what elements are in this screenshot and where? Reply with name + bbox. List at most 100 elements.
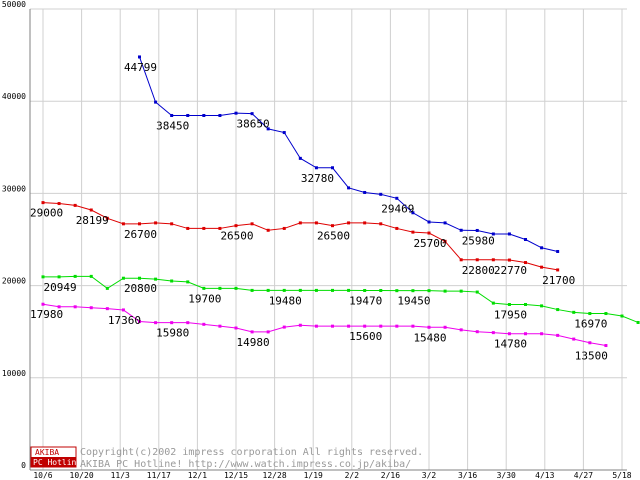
data-point [363, 190, 367, 194]
data-point [459, 289, 463, 293]
data-label: 20800 [124, 282, 157, 295]
data-point [588, 341, 592, 345]
data-point [170, 279, 174, 283]
data-point [170, 222, 174, 226]
data-label: 20949 [44, 281, 77, 294]
data-point [154, 321, 158, 325]
data-label: 19470 [349, 294, 382, 307]
site-url-text: AKIBA PC Hotline! http://www.watch.impre… [80, 459, 411, 470]
data-point [57, 305, 61, 309]
data-point [41, 302, 45, 306]
data-point [604, 344, 608, 348]
series-line [42, 303, 607, 347]
data-point [395, 226, 399, 230]
data-point [475, 258, 479, 262]
data-point [395, 196, 399, 200]
y-tick-label: 10000 [2, 369, 26, 378]
data-point [604, 312, 608, 316]
data-label: 17360 [108, 314, 141, 327]
x-tick-label: 10/20 [70, 471, 94, 480]
data-label: 29469 [381, 202, 414, 215]
data-label: 26500 [220, 230, 253, 243]
data-point [524, 332, 527, 336]
data-point [314, 221, 318, 225]
data-point [298, 288, 302, 292]
data-point [57, 202, 61, 206]
data-point [154, 277, 158, 281]
badge-top-text: AKIBA [35, 448, 59, 457]
data-point [411, 324, 415, 328]
data-point [234, 326, 238, 330]
data-point [556, 249, 560, 253]
data-point [138, 276, 141, 280]
data-point [250, 288, 254, 292]
badge-bottom-text: PC Hotline! [33, 458, 86, 467]
data-point [395, 324, 399, 328]
copyright-text: Copyright(c)2002 impress corporation All… [80, 447, 423, 458]
data-label: 32780 [301, 172, 334, 185]
data-point [475, 290, 479, 294]
data-label: 38450 [156, 119, 189, 132]
data-point [218, 324, 222, 328]
data-point [266, 288, 270, 292]
data-point [507, 258, 511, 262]
data-point [266, 127, 270, 131]
data-point [234, 111, 238, 115]
data-point [556, 333, 560, 337]
data-label: 16970 [574, 318, 607, 331]
data-point [540, 304, 544, 308]
data-label: 13500 [575, 350, 608, 363]
data-point [314, 288, 318, 292]
data-point [491, 301, 495, 305]
data-point [524, 261, 527, 265]
data-point [443, 239, 447, 243]
data-point [507, 303, 511, 307]
data-point [540, 265, 544, 269]
data-point [121, 222, 125, 226]
data-point [105, 286, 109, 290]
data-label: 25700 [413, 237, 446, 250]
data-label: 19480 [269, 294, 302, 307]
data-point [73, 305, 77, 309]
y-tick-label: 30000 [2, 184, 26, 193]
data-label: 14980 [237, 336, 270, 349]
data-point [202, 322, 206, 326]
y-tick-label: 40000 [2, 92, 26, 101]
data-point [411, 211, 415, 215]
y-axis-ticks: 0 10000 20000 30000 40000 50000 [2, 0, 26, 470]
data-point [347, 186, 351, 190]
x-tick-label: 3/30 [497, 471, 516, 480]
data-point [105, 216, 109, 220]
data-label: 22770 [494, 264, 527, 277]
data-point [507, 332, 511, 336]
data-point [636, 320, 640, 324]
data-point [588, 312, 592, 316]
data-point [298, 156, 302, 160]
data-label: 19700 [188, 292, 221, 305]
data-point [105, 307, 109, 311]
data-point [379, 288, 383, 292]
x-tick-label: 2/16 [381, 471, 400, 480]
data-point [572, 337, 576, 341]
data-point [170, 113, 174, 117]
data-point [507, 232, 511, 236]
data-point [298, 323, 302, 327]
data-point [298, 221, 302, 225]
footer: AKIBA PC Hotline! Copyright(c)2002 impre… [30, 446, 423, 470]
data-point [89, 208, 93, 212]
y-tick-label: 20000 [2, 277, 26, 286]
data-point [202, 286, 206, 290]
data-point [250, 222, 254, 226]
data-point [443, 221, 447, 225]
data-point [138, 320, 141, 324]
data-label: 15980 [156, 327, 189, 340]
x-tick-label: 11/3 [111, 471, 130, 480]
data-label: 21700 [542, 274, 575, 287]
x-tick-label: 4/27 [574, 471, 593, 480]
data-point [282, 288, 286, 292]
data-point [138, 222, 141, 226]
data-point [41, 275, 45, 279]
data-point [379, 324, 383, 328]
y-tick-label: 0 [21, 461, 26, 470]
